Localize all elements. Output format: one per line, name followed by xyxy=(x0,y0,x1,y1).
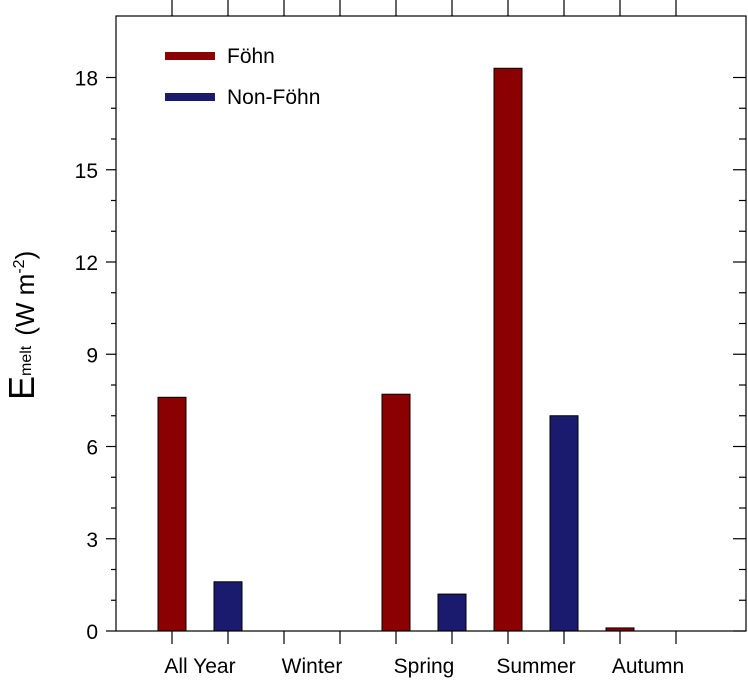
y-tick-label: 3 xyxy=(86,529,98,552)
bar xyxy=(437,593,467,632)
y-tick-label: 12 xyxy=(75,252,98,275)
legend-label: Non-Föhn xyxy=(227,86,320,109)
y-label-exponent: -2 xyxy=(11,259,28,273)
x-tick-label: Spring xyxy=(394,655,455,678)
x-tick-label: All Year xyxy=(164,655,235,678)
bar xyxy=(157,396,187,632)
bar xyxy=(549,415,579,632)
x-tick-label: Autumn xyxy=(612,655,684,678)
legend-label: Föhn xyxy=(227,45,275,68)
y-label-unit-close: ) xyxy=(10,251,40,260)
x-tick-label: Winter xyxy=(282,655,343,678)
bar xyxy=(493,67,523,632)
y-tick-label: 18 xyxy=(75,68,98,91)
y-label-subscript: melt xyxy=(18,345,35,376)
y-tick-label: 6 xyxy=(86,437,98,460)
bar xyxy=(213,581,243,632)
y-axis-label: Emelt (W m-2) xyxy=(1,251,42,400)
x-tick-label: Summer xyxy=(496,655,575,678)
y-label-unit: (W m xyxy=(10,274,40,336)
y-tick-label: 0 xyxy=(86,621,98,644)
y-tick-label: 9 xyxy=(86,344,98,367)
y-tick-label: 15 xyxy=(75,160,98,183)
y-label-symbol: E xyxy=(1,376,42,400)
bar xyxy=(381,393,411,632)
plot-frame xyxy=(115,15,747,632)
